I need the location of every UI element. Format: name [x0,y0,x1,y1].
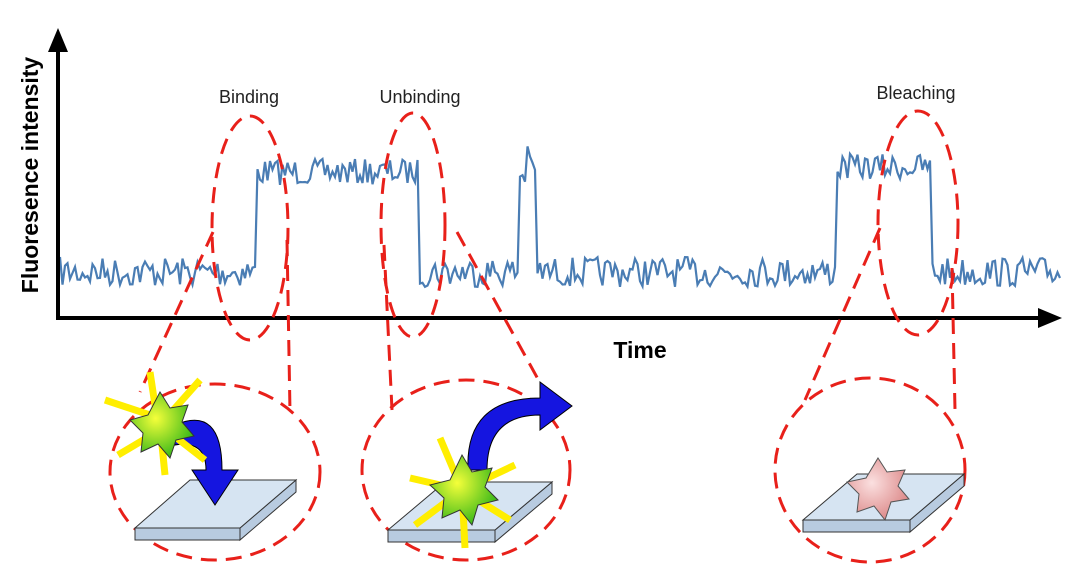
unbinding-illustration [388,382,572,548]
x-axis-label: Time [613,337,666,363]
y-arrow [48,28,68,52]
y-axis-label: Fluoresence intensity [17,57,43,294]
x-arrow [1038,308,1062,328]
bleaching-illustration [803,458,964,532]
annotation: Unbinding [379,87,460,107]
annotation: Binding [219,87,279,107]
annotation: Bleaching [876,83,955,103]
intensity-trace [60,146,1060,286]
diagram: Fluoresence intensity Time Binding Unbin… [0,0,1065,568]
